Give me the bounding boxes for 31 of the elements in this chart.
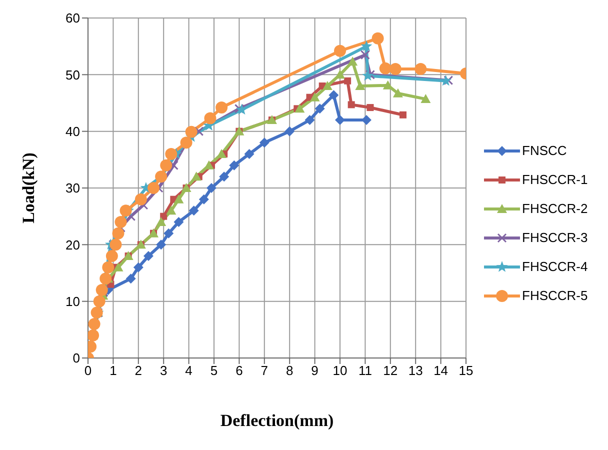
x-tick-label: 8: [286, 363, 294, 378]
x-tick-label: 3: [160, 363, 168, 378]
y-tick-label: 50: [66, 67, 80, 82]
legend-label: FHSCCR-1: [522, 172, 588, 187]
legend-label: FHSCCR-3: [522, 230, 588, 245]
legend-label: FHSCCR-5: [522, 288, 588, 303]
legend-label: FHSCCR-4: [522, 259, 588, 274]
x-tick-label: 5: [210, 363, 218, 378]
x-tick-label: 9: [311, 363, 318, 378]
y-tick-label: 60: [66, 10, 80, 26]
x-tick-label: 1: [110, 363, 117, 378]
x-tick-label: 11: [358, 363, 372, 378]
y-tick-label: 10: [66, 294, 80, 309]
x-axis-title: Deflection(mm): [220, 411, 334, 430]
x-tick-label: 15: [458, 363, 474, 378]
y-tick-label: 0: [72, 350, 80, 366]
x-tick-label: 4: [185, 363, 192, 378]
legend-label: FHSCCR-2: [522, 201, 588, 216]
x-tick-label: 12: [383, 363, 398, 378]
x-tick-label: 6: [236, 363, 243, 378]
y-tick-label: 20: [66, 237, 80, 252]
x-tick-label: 14: [434, 363, 448, 378]
x-tick-label: 7: [260, 363, 268, 378]
y-axis-title: Load(kN): [19, 152, 38, 224]
y-tick-label: 40: [66, 124, 80, 139]
x-tick-label: 0: [84, 363, 92, 378]
x-tick-label: 2: [134, 363, 142, 378]
x-tick-label: 10: [332, 363, 348, 378]
y-tick-label: 30: [66, 180, 80, 196]
legend-label: FNSCC: [522, 143, 567, 158]
x-tick-label: 13: [408, 363, 423, 378]
